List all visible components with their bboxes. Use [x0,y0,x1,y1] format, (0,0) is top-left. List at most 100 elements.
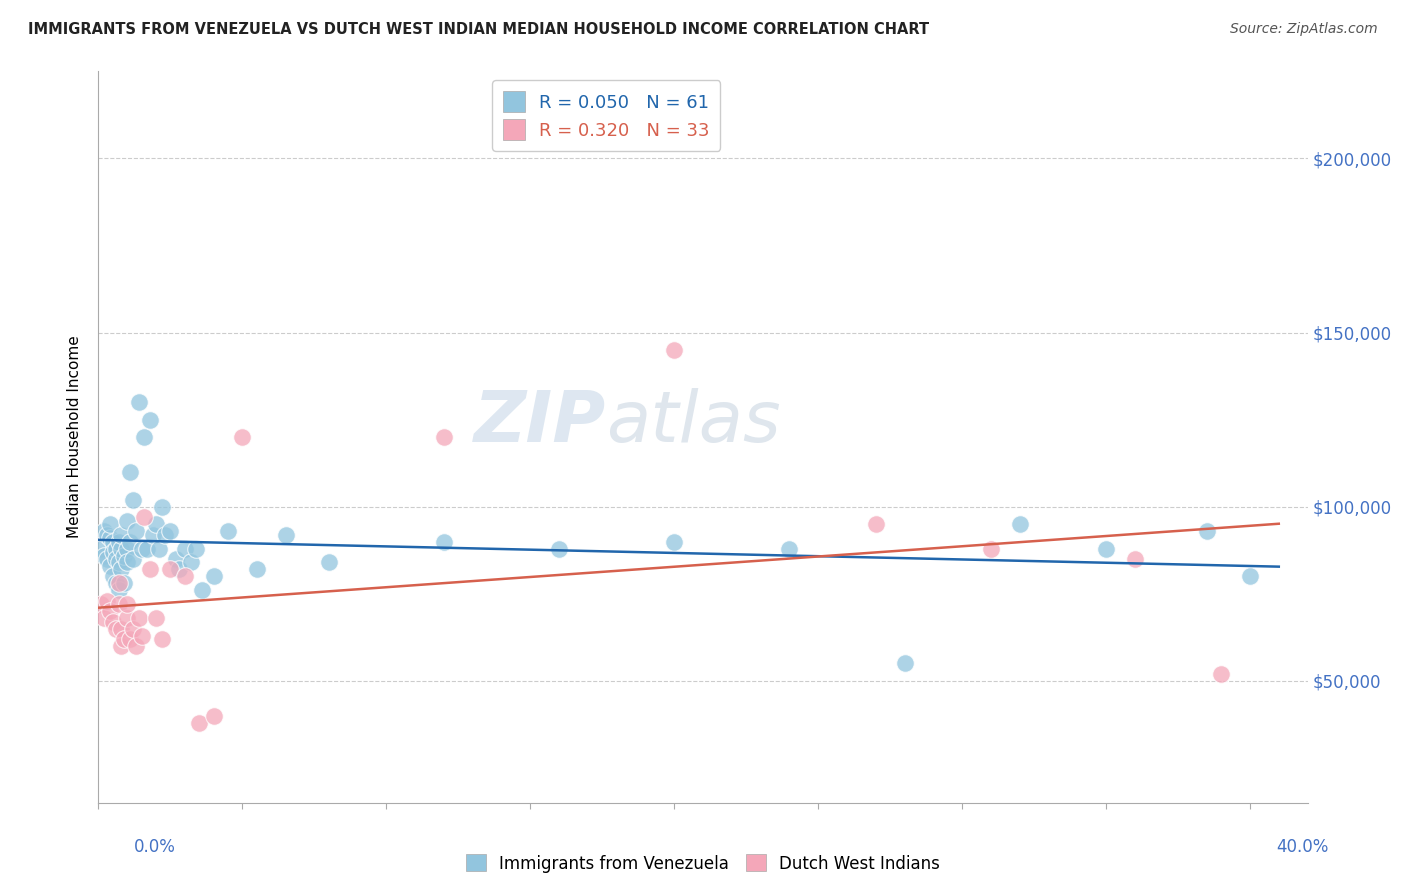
Legend: Immigrants from Venezuela, Dutch West Indians: Immigrants from Venezuela, Dutch West In… [460,847,946,880]
Point [1195,524,1218,538]
Point [159,524,181,538]
Point [217,524,239,538]
Point [110,562,132,576]
Point [131,541,153,556]
Point [274,527,297,541]
Point [104,541,127,556]
Point [110,541,132,556]
Point [125,524,148,538]
Point [98,558,121,573]
Point [246,562,269,576]
Point [173,541,195,556]
Point [153,527,176,541]
Point [93,524,115,538]
Point [104,552,127,566]
Point [110,639,132,653]
Point [202,708,225,723]
Text: Source: ZipAtlas.com: Source: ZipAtlas.com [1230,22,1378,37]
Point [148,541,170,556]
Point [318,556,340,570]
Point [93,611,115,625]
Point [173,569,195,583]
Point [1008,517,1031,532]
Point [98,531,121,545]
Point [110,622,132,636]
Point [101,545,124,559]
Text: atlas: atlas [606,388,780,457]
Point [1211,667,1233,681]
Point [548,541,571,556]
Legend: R = 0.050   N = 61, R = 0.320   N = 33: R = 0.050 N = 61, R = 0.320 N = 33 [492,80,720,151]
Point [1095,541,1118,556]
Point [115,611,138,625]
Point [107,597,129,611]
Point [139,562,162,576]
Point [112,576,135,591]
Point [188,715,211,730]
Point [433,430,456,444]
Point [159,562,181,576]
Point [115,556,138,570]
Point [101,615,124,629]
Point [115,541,138,556]
Point [145,517,167,532]
Point [98,517,121,532]
Point [115,597,138,611]
Point [101,534,124,549]
Point [107,534,129,549]
Point [165,552,187,566]
Point [664,534,686,549]
Point [96,594,118,608]
Y-axis label: Median Household Income: Median Household Income [67,335,83,539]
Point [115,514,138,528]
Point [893,657,915,671]
Point [231,430,253,444]
Point [104,622,127,636]
Point [90,597,112,611]
Point [191,583,214,598]
Point [98,604,121,618]
Point [120,632,142,646]
Point [122,552,145,566]
Text: 0.0%: 0.0% [134,838,176,855]
Point [139,412,162,426]
Point [180,556,202,570]
Point [778,541,800,556]
Point [107,576,129,591]
Point [150,500,173,514]
Point [112,632,135,646]
Point [131,629,153,643]
Point [128,395,150,409]
Point [980,541,1002,556]
Text: 40.0%: 40.0% [1277,838,1329,855]
Point [107,556,129,570]
Point [104,576,127,591]
Point [150,632,173,646]
Point [186,541,208,556]
Point [145,611,167,625]
Point [128,611,150,625]
Point [433,534,456,549]
Point [1239,569,1261,583]
Point [90,541,112,556]
Point [107,583,129,598]
Point [96,527,118,541]
Point [134,510,156,524]
Text: ZIP: ZIP [474,388,606,457]
Point [202,569,225,583]
Point [125,639,148,653]
Point [664,343,686,357]
Point [112,549,135,563]
Text: IMMIGRANTS FROM VENEZUELA VS DUTCH WEST INDIAN MEDIAN HOUSEHOLD INCOME CORRELATI: IMMIGRANTS FROM VENEZUELA VS DUTCH WEST … [28,22,929,37]
Point [93,549,115,563]
Point [122,492,145,507]
Point [96,552,118,566]
Point [167,562,190,576]
Point [142,527,165,541]
Point [865,517,887,532]
Point [136,541,159,556]
Point [120,534,142,549]
Point [101,569,124,583]
Point [110,527,132,541]
Point [122,622,145,636]
